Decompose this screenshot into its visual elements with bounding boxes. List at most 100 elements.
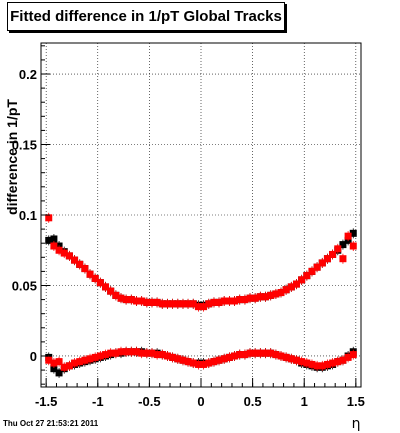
data-point xyxy=(122,348,130,356)
data-point xyxy=(344,232,352,240)
data-point xyxy=(200,303,208,311)
grid-lines xyxy=(41,43,361,387)
data-point xyxy=(329,250,337,258)
data-point xyxy=(262,293,270,301)
data-point xyxy=(102,351,110,359)
data-point xyxy=(65,362,73,370)
data-point xyxy=(138,297,146,305)
y-tick-label: 0.05 xyxy=(12,278,37,293)
data-point xyxy=(241,296,249,304)
data-point xyxy=(287,355,295,363)
data-point xyxy=(282,286,290,294)
data-point xyxy=(329,359,337,367)
data-point xyxy=(86,270,94,278)
data-point xyxy=(50,359,58,367)
data-point xyxy=(189,300,197,308)
data-point xyxy=(308,360,316,368)
data-point xyxy=(107,287,115,295)
data-point xyxy=(65,252,73,260)
data-point xyxy=(349,242,357,250)
x-tick-label: 0.5 xyxy=(244,394,262,409)
data-point xyxy=(349,229,357,237)
data-point xyxy=(251,294,259,302)
data-point xyxy=(143,298,151,306)
data-point xyxy=(303,359,311,367)
x-tick-label: 1.5 xyxy=(347,394,365,409)
data-point xyxy=(158,351,166,359)
data-point xyxy=(117,348,125,356)
axis-ticks xyxy=(41,45,357,387)
y-tick-label: 0 xyxy=(30,349,37,364)
data-point xyxy=(132,348,140,356)
data-point xyxy=(262,349,270,357)
data-point xyxy=(298,276,306,284)
data-point xyxy=(225,353,233,361)
data-point xyxy=(60,363,68,371)
data-point xyxy=(220,297,228,305)
x-tick-label: -1.5 xyxy=(35,394,57,409)
data-point xyxy=(215,298,223,306)
x-tick-label: -1 xyxy=(92,394,104,409)
data-point xyxy=(313,263,321,271)
data-point xyxy=(272,351,280,359)
data-point xyxy=(225,297,233,305)
data-point xyxy=(45,236,53,244)
timestamp: Thu Oct 27 21:53:21 2011 xyxy=(3,419,99,428)
series-1 xyxy=(45,212,357,373)
data-point xyxy=(45,356,53,364)
data-point xyxy=(112,349,120,357)
y-tick-label: 0.1 xyxy=(19,208,37,223)
data-point xyxy=(55,369,63,377)
data-point xyxy=(246,349,254,357)
data-point xyxy=(251,349,259,357)
data-point xyxy=(323,360,331,368)
data-point xyxy=(86,355,94,363)
data-point xyxy=(91,353,99,361)
x-tick-labels: -1.5 -1 -0.5 0 0.5 1 1.5 xyxy=(35,394,365,409)
data-point xyxy=(194,360,202,368)
data-point xyxy=(71,256,79,264)
data-point xyxy=(339,255,347,263)
data-point xyxy=(81,356,89,364)
data-point xyxy=(313,362,321,370)
data-point xyxy=(236,351,244,359)
data-point xyxy=(45,214,53,222)
data-point xyxy=(174,355,182,363)
data-point xyxy=(241,351,249,359)
data-points xyxy=(45,212,357,378)
data-point xyxy=(210,298,218,306)
y-tick-label: 0.2 xyxy=(19,67,37,82)
data-point xyxy=(210,358,218,366)
data-point xyxy=(169,353,177,361)
data-point xyxy=(55,358,63,366)
data-point xyxy=(117,294,125,302)
x-tick-label: 1 xyxy=(301,394,308,409)
data-point xyxy=(50,235,58,243)
data-point xyxy=(194,303,202,311)
data-point xyxy=(112,291,120,299)
x-tick-label: -0.5 xyxy=(138,394,160,409)
data-point xyxy=(236,296,244,304)
data-point xyxy=(256,349,264,357)
data-point xyxy=(200,360,208,368)
data-point xyxy=(282,353,290,361)
data-point xyxy=(55,246,63,254)
data-point xyxy=(277,289,285,297)
data-point xyxy=(163,352,171,360)
data-point xyxy=(256,293,264,301)
data-point xyxy=(205,300,213,308)
data-point xyxy=(148,298,156,306)
x-tick-label: 0 xyxy=(197,394,204,409)
data-point xyxy=(138,349,146,357)
data-point xyxy=(220,355,228,363)
data-point xyxy=(163,300,171,308)
data-point xyxy=(81,265,89,273)
data-point xyxy=(277,352,285,360)
data-point xyxy=(298,358,306,366)
data-point xyxy=(71,359,79,367)
data-point xyxy=(303,272,311,280)
data-point xyxy=(318,259,326,267)
data-point xyxy=(96,279,104,287)
data-point xyxy=(292,356,300,364)
